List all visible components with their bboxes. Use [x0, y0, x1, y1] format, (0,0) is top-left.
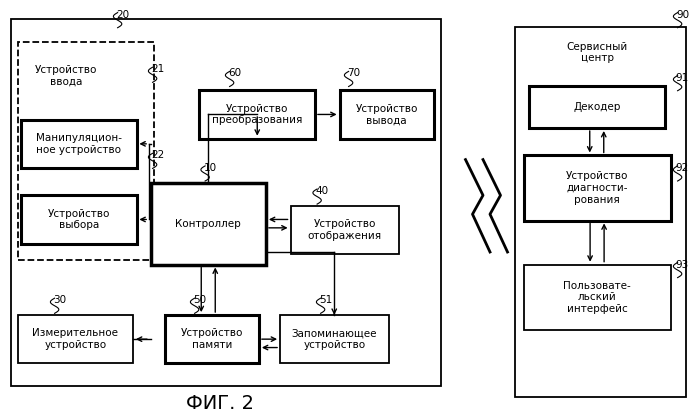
Text: 22: 22	[151, 150, 164, 160]
Text: 21: 21	[151, 64, 164, 74]
Text: Запоминающее
устройство: Запоминающее устройство	[291, 328, 377, 350]
Text: Устройство
диагности-
рования: Устройство диагности- рования	[566, 171, 629, 205]
FancyBboxPatch shape	[528, 86, 665, 128]
FancyBboxPatch shape	[21, 120, 136, 168]
FancyBboxPatch shape	[18, 42, 154, 260]
Text: Сервисный
центр: Сервисный центр	[566, 42, 628, 63]
Text: 50: 50	[193, 295, 206, 305]
Text: Устройство
вывода: Устройство вывода	[356, 104, 418, 125]
FancyBboxPatch shape	[199, 90, 315, 139]
Text: Декодер: Декодер	[573, 102, 620, 112]
Text: Устройство
отображения: Устройство отображения	[308, 219, 382, 241]
Text: Устройство
преобразования: Устройство преобразования	[212, 104, 302, 125]
FancyBboxPatch shape	[524, 155, 671, 220]
Text: 51: 51	[319, 295, 332, 305]
FancyBboxPatch shape	[164, 315, 259, 363]
FancyBboxPatch shape	[340, 90, 434, 139]
Text: Устройство
памяти: Устройство памяти	[181, 328, 243, 350]
Text: 70: 70	[347, 68, 360, 79]
Text: 10: 10	[204, 163, 216, 173]
Text: 92: 92	[676, 163, 689, 173]
Text: 20: 20	[116, 10, 129, 20]
Text: ФИГ. 2: ФИГ. 2	[186, 394, 255, 413]
Text: Устройство
ввода: Устройство ввода	[35, 65, 97, 87]
Text: Пользовате-
льский
интерфейс: Пользовате- льский интерфейс	[564, 281, 631, 314]
Text: Измерительное
устройство: Измерительное устройство	[32, 328, 118, 350]
FancyBboxPatch shape	[290, 206, 399, 254]
Text: 91: 91	[676, 73, 689, 83]
FancyBboxPatch shape	[150, 183, 266, 265]
Text: 40: 40	[316, 186, 328, 196]
Text: 30: 30	[53, 295, 66, 305]
Text: 93: 93	[676, 260, 689, 270]
FancyBboxPatch shape	[280, 315, 388, 363]
FancyBboxPatch shape	[18, 315, 133, 363]
Text: 60: 60	[228, 68, 241, 79]
FancyBboxPatch shape	[524, 265, 671, 330]
FancyBboxPatch shape	[21, 195, 136, 244]
Text: 90: 90	[676, 10, 689, 20]
Text: Контроллер: Контроллер	[176, 219, 241, 228]
Text: Манипуляцион-
ное устройство: Манипуляцион- ное устройство	[36, 133, 122, 155]
Text: Устройство
выбора: Устройство выбора	[48, 209, 110, 230]
